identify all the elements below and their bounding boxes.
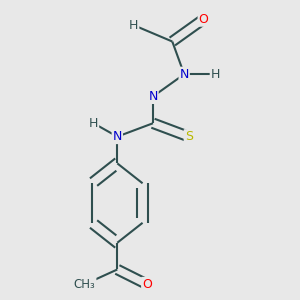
Text: N: N bbox=[148, 90, 158, 103]
Text: CH₃: CH₃ bbox=[74, 278, 95, 291]
Text: H: H bbox=[211, 68, 220, 81]
Text: N: N bbox=[179, 68, 189, 81]
Text: N: N bbox=[112, 130, 122, 143]
Text: O: O bbox=[199, 13, 208, 26]
Text: H: H bbox=[89, 117, 98, 130]
Text: H: H bbox=[129, 19, 138, 32]
Text: O: O bbox=[142, 278, 152, 291]
Text: S: S bbox=[184, 130, 193, 143]
